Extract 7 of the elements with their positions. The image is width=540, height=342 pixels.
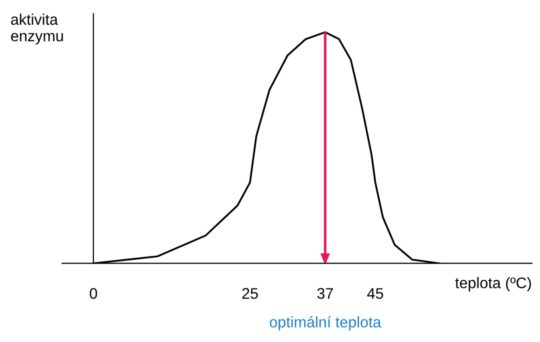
x-tick-label: 0 bbox=[90, 288, 98, 299]
x-tick-label: 25 bbox=[242, 288, 258, 299]
y-axis-title: aktivita enzymu bbox=[11, 14, 63, 44]
x-axis-title: teplota (ºC) bbox=[455, 277, 531, 292]
text: optimální teplota bbox=[270, 316, 382, 331]
x-tick-label: 37 bbox=[317, 288, 333, 299]
x-tick-label: 45 bbox=[367, 288, 384, 299]
